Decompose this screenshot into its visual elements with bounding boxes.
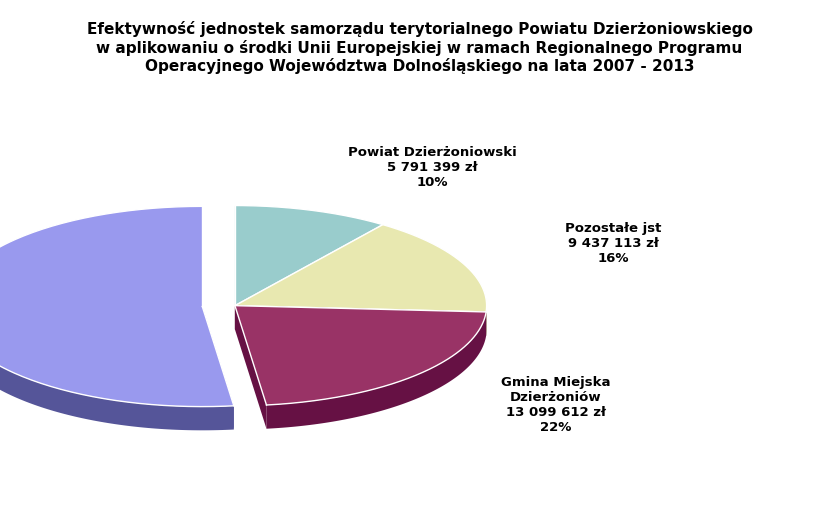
Polygon shape xyxy=(202,307,234,430)
Polygon shape xyxy=(235,225,487,312)
Text: Gmina Miejska
Dzierżoniów
13 099 612 zł
22%: Gmina Miejska Dzierżoniów 13 099 612 zł … xyxy=(501,376,611,434)
Text: Efektywność jednostek samorządu terytorialnego Powiatu Dzierżoniowskiego
w aplik: Efektywność jednostek samorządu terytori… xyxy=(86,21,753,74)
Polygon shape xyxy=(235,306,486,405)
Polygon shape xyxy=(235,306,267,429)
Polygon shape xyxy=(0,307,234,431)
Polygon shape xyxy=(0,207,234,407)
Polygon shape xyxy=(235,306,486,336)
Polygon shape xyxy=(267,312,486,429)
Polygon shape xyxy=(235,206,383,306)
Text: Pozostałe jst
9 437 113 zł
16%: Pozostałe jst 9 437 113 zł 16% xyxy=(565,222,661,265)
Polygon shape xyxy=(235,306,486,336)
Text: Powiat Dzierżoniowski
5 791 399 zł
10%: Powiat Dzierżoniowski 5 791 399 zł 10% xyxy=(347,146,517,189)
